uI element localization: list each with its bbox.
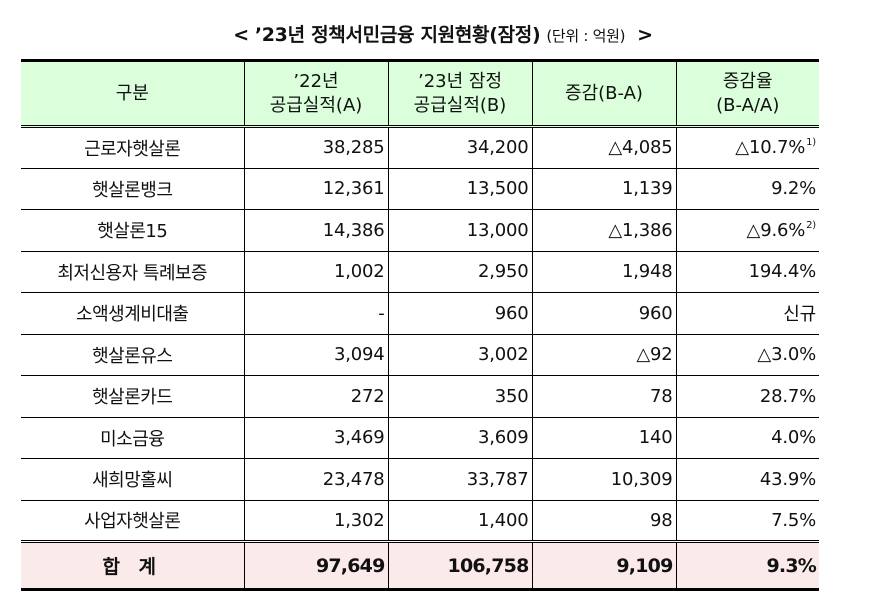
- row-change: 1,139: [531, 167, 677, 210]
- row-2022-value: 3,094: [243, 333, 389, 376]
- row-change-rate: 신규: [675, 292, 819, 335]
- table-row: 최저신용자 특례보증 1,002 2,950 1,948 194.4%: [21, 250, 819, 293]
- row-change: 1,948: [531, 250, 677, 293]
- title-close-bracket: >: [637, 24, 653, 46]
- row-change-rate: △10.7%1): [675, 126, 819, 169]
- row-2023-value: 2,950: [387, 250, 533, 293]
- row-change-rate: 194.4%: [675, 250, 819, 293]
- header-category: 구분: [21, 59, 245, 128]
- row-2023-value: 34,200: [387, 126, 533, 169]
- header-row: 구분 ’22년 공급실적(A) ’23년 잠정 공급실적(B) 증감(B-A) …: [21, 59, 819, 128]
- support-status-table: 구분 ’22년 공급실적(A) ’23년 잠정 공급실적(B) 증감(B-A) …: [21, 59, 819, 591]
- row-2022-value: 23,478: [243, 458, 389, 501]
- row-2023-value: 3,609: [387, 416, 533, 459]
- header-2023-supply: ’23년 잠정 공급실적(B): [387, 59, 533, 128]
- row-change: 960: [531, 292, 677, 335]
- row-change: 10,309: [531, 458, 677, 501]
- row-change-rate: △3.0%: [675, 333, 819, 376]
- total-change-rate: 9.3%: [675, 540, 819, 591]
- table-row: 햇살론카드 272 350 78 28.7%: [21, 375, 819, 418]
- table-row: 미소금융 3,469 3,609 140 4.0%: [21, 416, 819, 459]
- total-change: 9,109: [531, 540, 677, 591]
- table-row: 소액생계비대출 - 960 960 신규: [21, 292, 819, 335]
- header-change-rate: 증감율 (B-A/A): [675, 59, 819, 128]
- row-name: 햇살론15: [21, 209, 245, 252]
- row-change: △92: [531, 333, 677, 376]
- row-2023-value: 13,000: [387, 209, 533, 252]
- row-2023-value: 3,002: [387, 333, 533, 376]
- row-change: 98: [531, 499, 677, 542]
- table-row: 근로자햇살론 38,285 34,200 △4,085 △10.7%1): [21, 126, 819, 169]
- unit-label: (단위 : 억원): [546, 27, 626, 45]
- row-2022-value: 38,285: [243, 126, 389, 169]
- row-change-rate: 9.2%: [675, 167, 819, 210]
- table-row: 햇살론뱅크 12,361 13,500 1,139 9.2%: [21, 167, 819, 210]
- row-name: 근로자햇살론: [21, 126, 245, 169]
- row-2022-value: 14,386: [243, 209, 389, 252]
- row-2023-value: 350: [387, 375, 533, 418]
- row-change: 140: [531, 416, 677, 459]
- row-name: 미소금융: [21, 416, 245, 459]
- row-change: 78: [531, 375, 677, 418]
- footnote-marker: 2): [806, 219, 816, 231]
- row-name: 햇살론유스: [21, 333, 245, 376]
- row-2023-value: 960: [387, 292, 533, 335]
- row-change-rate: 28.7%: [675, 375, 819, 418]
- row-change-rate: 4.0%: [675, 416, 819, 459]
- row-2023-value: 1,400: [387, 499, 533, 542]
- row-change-rate: 43.9%: [675, 458, 819, 501]
- row-2023-value: 13,500: [387, 167, 533, 210]
- row-2022-value: 272: [243, 375, 389, 418]
- table-row: 햇살론유스 3,094 3,002 △92 △3.0%: [21, 333, 819, 376]
- table-title: < ’23년 정책서민금융 지원현황(잠정) (단위 : 억원) >: [0, 20, 886, 47]
- table-row: 햇살론15 14,386 13,000 △1,386 △9.6%2): [21, 209, 819, 252]
- total-row: 합 계 97,649 106,758 9,109 9.3%: [21, 540, 819, 591]
- row-2022-value: 12,361: [243, 167, 389, 210]
- row-change-rate: 7.5%: [675, 499, 819, 542]
- row-name: 사업자햇살론: [21, 499, 245, 542]
- row-name: 새희망홀씨: [21, 458, 245, 501]
- row-change: △4,085: [531, 126, 677, 169]
- row-change: △1,386: [531, 209, 677, 252]
- row-2023-value: 33,787: [387, 458, 533, 501]
- row-name: 햇살론뱅크: [21, 167, 245, 210]
- total-label: 합 계: [21, 540, 245, 591]
- header-2022-supply: ’22년 공급실적(A): [243, 59, 389, 128]
- title-text: ’23년 정책서민금융 지원현황(잠정): [254, 24, 541, 46]
- row-2022-value: -: [243, 292, 389, 335]
- table-row: 사업자햇살론 1,302 1,400 98 7.5%: [21, 499, 819, 542]
- row-name: 최저신용자 특례보증: [21, 250, 245, 293]
- row-2022-value: 3,469: [243, 416, 389, 459]
- row-name: 소액생계비대출: [21, 292, 245, 335]
- row-change-rate: △9.6%2): [675, 209, 819, 252]
- total-2023-value: 106,758: [387, 540, 533, 591]
- footnote-marker: 1): [806, 137, 816, 149]
- row-2022-value: 1,302: [243, 499, 389, 542]
- row-2022-value: 1,002: [243, 250, 389, 293]
- header-change: 증감(B-A): [531, 59, 677, 128]
- total-2022-value: 97,649: [243, 540, 389, 591]
- table-row: 새희망홀씨 23,478 33,787 10,309 43.9%: [21, 458, 819, 501]
- title-open-bracket: <: [233, 24, 249, 46]
- row-name: 햇살론카드: [21, 375, 245, 418]
